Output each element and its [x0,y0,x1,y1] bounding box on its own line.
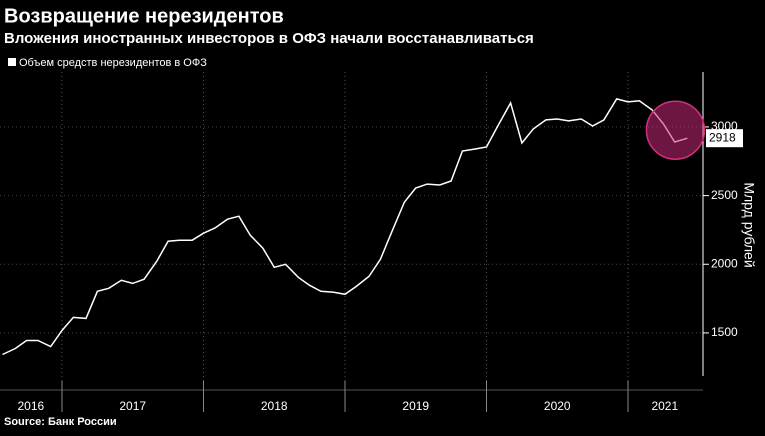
x-tick-label: 2017 [119,399,146,413]
highlight-circle [645,100,706,160]
legend-label: Объем средств нерезидентов в ОФЗ [19,57,207,69]
value-label: 2918 [709,130,736,144]
y-tick-label: 2000 [711,256,738,270]
chart-subtitle: Вложения иностранных инвесторов в ОФЗ на… [4,30,534,47]
x-tick-label: 2021 [651,399,678,413]
x-tick-label: 2019 [402,399,429,413]
chart-title: Возвращение нерезидентов [4,5,284,27]
x-tick-label: 2018 [261,399,288,413]
x-tick-label: 2016 [17,399,44,413]
source: Source: Банк России [4,416,117,428]
data-line [2,98,688,356]
x-tick-label: 2020 [544,399,571,413]
legend-swatch [8,58,16,66]
y-tick-label: 1500 [711,325,738,339]
value-label-box [706,129,743,148]
y-axis-title: Млрд рублей [741,182,757,267]
y-tick-label: 2500 [711,188,738,202]
